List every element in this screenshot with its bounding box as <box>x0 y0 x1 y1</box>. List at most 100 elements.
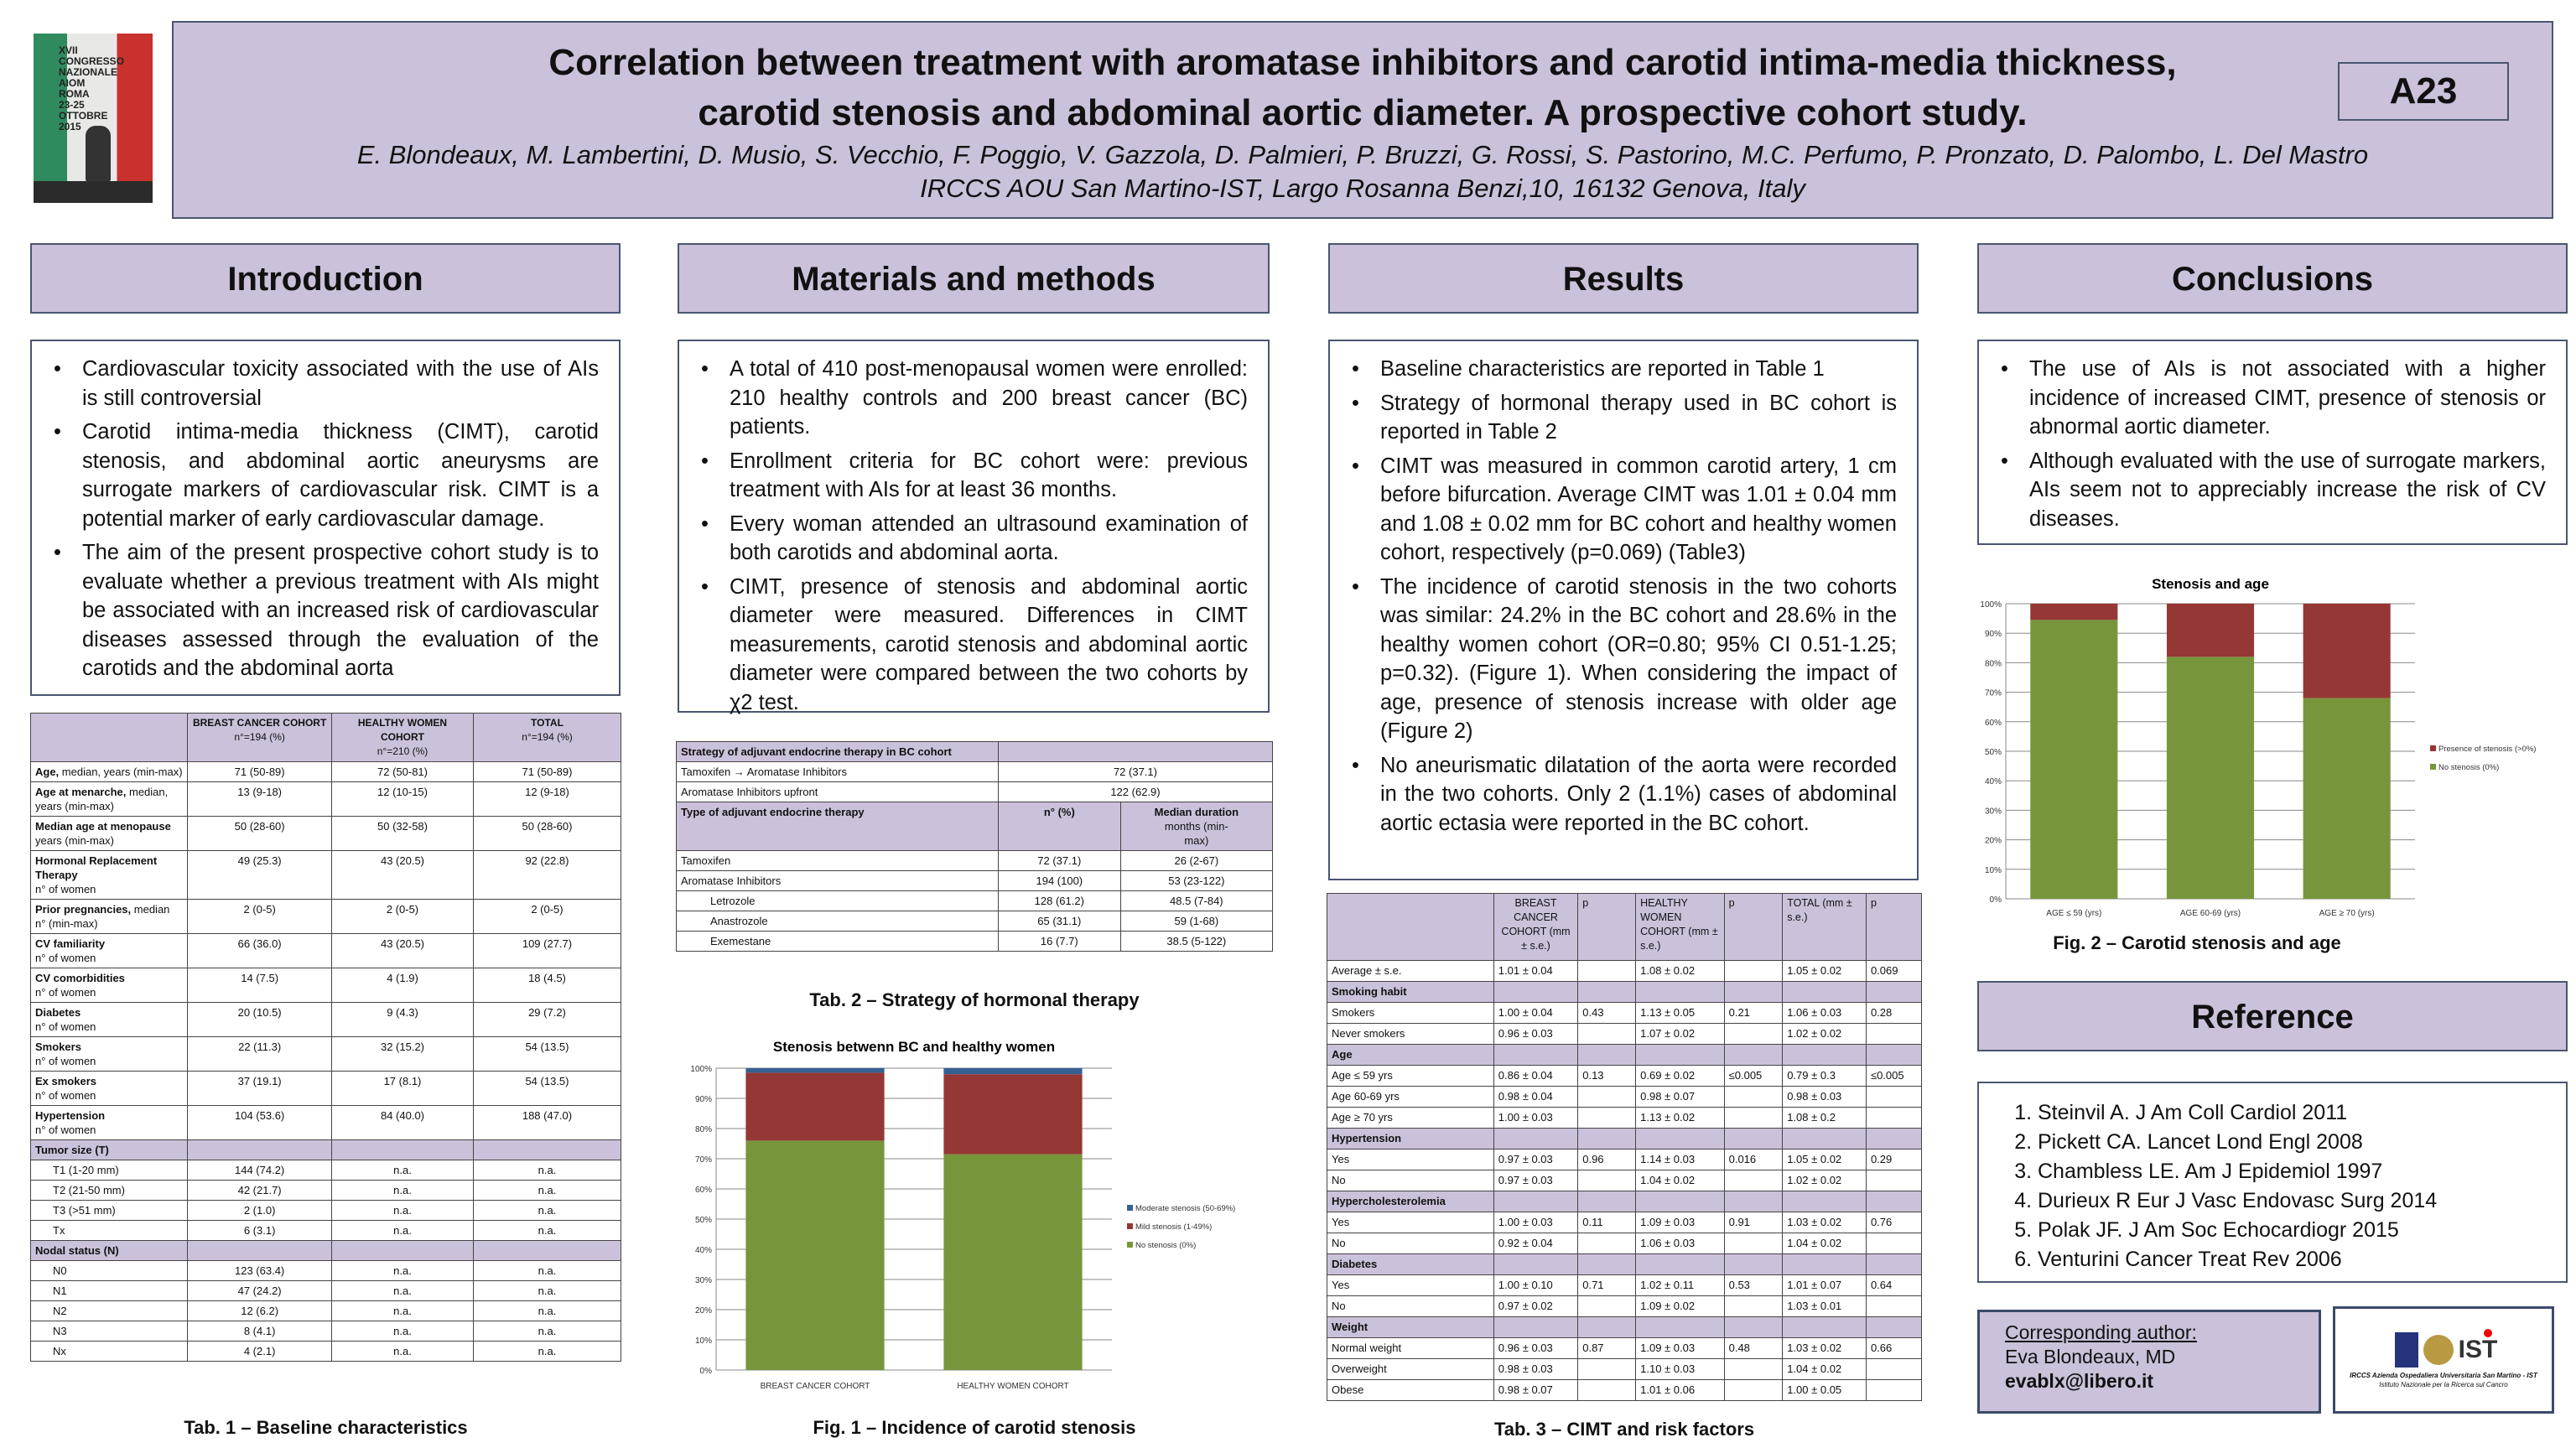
cell-value: 42 (21.7) <box>187 1180 333 1201</box>
table-row: CV familiarity n° of women 66 (36.0) 43 (20… <box>29 933 622 968</box>
congress-logo: XVII CONGRESSO NAZIONALE AIOM ROMA 23-25… <box>34 34 153 203</box>
institution-logo: IST <box>2335 1329 2552 1371</box>
cell-value <box>1865 1170 1923 1191</box>
cell-value <box>1577 1233 1637 1254</box>
cell-value: 1.09 ± 0.03 <box>1635 1337 1725 1359</box>
cell-value: n.a. <box>331 1200 474 1221</box>
empty-cell <box>1493 1044 1579 1066</box>
cell-value: 1.00 ± 0.05 <box>1782 1379 1867 1401</box>
empty-cell <box>1635 1253 1725 1275</box>
cell-value: n.a. <box>331 1220 474 1241</box>
cell-value: 37 (19.1) <box>187 1071 333 1106</box>
y-tick-label: 20% <box>1985 837 2002 846</box>
cell-value: 1.02 ± 0.02 <box>1782 1170 1867 1191</box>
type-header: Type of adjuvant endocrine therapy <box>676 802 999 851</box>
y-tick-label: 80% <box>695 1125 712 1134</box>
author-name: Eva Blondeaux, MD <box>2005 1346 2176 1368</box>
y-tick-label: 50% <box>1985 748 2002 757</box>
table-row: T2 (21-50 mm) 42 (21.7) n.a. n.a. <box>29 1180 622 1201</box>
row-label-text: N1 <box>53 1285 67 1297</box>
bar-segment <box>745 1140 885 1370</box>
row-label-bold: Hormonal Replacement Therapy <box>35 854 158 881</box>
row-label-text: Tx <box>53 1224 65 1237</box>
empty-cell <box>1782 1044 1867 1066</box>
cell-value: 12 (9-18) <box>472 781 622 817</box>
table-row: Tamoxifen → Aromatase Inhibitors 72 (37.1… <box>676 761 1274 782</box>
table-row: Yes 1.00 ± 0.03 0.11 1.09 ± 0.03 0.91 1.03 ± … <box>1327 1212 1923 1233</box>
cell-value: 16 (7.7) <box>997 931 1121 952</box>
section-row: Nodal status (N) <box>29 1240 622 1261</box>
cell-value: n.a. <box>331 1321 474 1342</box>
empty-cell <box>1782 1316 1867 1338</box>
cell-value: 122 (62.9) <box>997 781 1274 802</box>
author-email[interactable]: evablx@libero.it <box>2005 1370 2154 1392</box>
cell-value: 71 (50-89) <box>187 761 333 782</box>
section-row: Tumor size (T) <box>29 1139 622 1160</box>
empty-cell <box>1493 1316 1579 1338</box>
row-label: Tx <box>29 1220 189 1241</box>
chart-title: Stenosis and age <box>2152 576 2269 592</box>
table-row: Tamoxifen 72 (37.1) 26 (2-67) <box>676 850 1274 871</box>
bar-segment <box>2030 604 2118 620</box>
empty-cell <box>1635 981 1725 1003</box>
cell-value <box>1577 960 1637 982</box>
row-label: Diabetes n° of women <box>29 1002 189 1037</box>
cell-value: 47 (24.2) <box>187 1280 333 1301</box>
row-label-bold: Diabetes <box>35 1006 81 1019</box>
cell-value <box>1577 1086 1637 1108</box>
cell-value <box>1865 1295 1923 1317</box>
empty-cell <box>1723 1044 1784 1066</box>
table-row: N3 8 (4.1) n.a. n.a. <box>29 1321 622 1342</box>
bullet-item: The incidence of carotid stenosis in the… <box>1347 573 1897 746</box>
reference-item: Polak JF. J Am Soc Echocardiogr 2015 <box>2038 1216 2566 1245</box>
bar-segment <box>2303 604 2391 698</box>
cell-value <box>1723 1086 1784 1108</box>
empty-cell <box>1493 1253 1579 1275</box>
cell-value: 38.5 (5-122) <box>1119 931 1274 952</box>
cell-value: n.a. <box>472 1160 622 1181</box>
y-tick-label: 10% <box>1985 866 2002 875</box>
cell-value: 1.03 ± 0.02 <box>1782 1337 1867 1359</box>
cell-value: 48.5 (7-84) <box>1119 890 1274 911</box>
legend-label: No stenosis (0%) <box>2438 763 2499 772</box>
y-tick-label: 40% <box>1985 777 2002 786</box>
cell-value: n.a. <box>331 1180 474 1201</box>
cell-value: 1.09 ± 0.02 <box>1635 1295 1725 1317</box>
bar-segment <box>2166 604 2255 657</box>
cell-value: 14 (7.5) <box>187 968 333 1003</box>
row-label: Yes <box>1327 1149 1494 1170</box>
cell-value: 29 (7.2) <box>472 1002 622 1037</box>
cell-value <box>1723 1107 1784 1129</box>
table-row: Never smokers 0.96 ± 0.03 1.07 ± 0.02 1.02 … <box>1327 1023 1923 1045</box>
legend-swatch <box>1127 1205 1133 1211</box>
methods-heading: Materials and methods <box>678 243 1270 314</box>
bullet-item: Cardiovascular toxicity associated with … <box>49 355 599 413</box>
empty-cell <box>1635 1316 1725 1338</box>
affiliation: IRCCS AOU San Martino-IST, Largo Rosanna… <box>920 174 1805 203</box>
table3-caption: Tab. 3 – CIMT and risk factors <box>1493 1419 1755 1440</box>
cell-value: 50 (28-60) <box>472 816 622 851</box>
cell-value: 1.07 ± 0.02 <box>1635 1023 1725 1045</box>
strategy-header-row: Strategy of adjuvant endocrine therapy i… <box>676 741 1274 762</box>
bullet-item: A total of 410 post-menopausal women wer… <box>696 355 1248 442</box>
row-label: Age ≤ 59 yrs <box>1327 1065 1494 1087</box>
table-row: Nx 4 (2.1) n.a. n.a. <box>29 1341 622 1362</box>
row-label-detail: median, years (min-max) <box>35 786 169 812</box>
cell-value: 0.87 <box>1577 1337 1637 1359</box>
y-tick-label: 30% <box>695 1276 712 1285</box>
empty-cell <box>1723 1316 1784 1338</box>
empty-cell <box>472 1240 622 1261</box>
y-tick-label: 100% <box>690 1065 712 1074</box>
row-label: Never smokers <box>1327 1023 1494 1045</box>
column-header: TOTAL n°=194 (%) <box>472 713 622 762</box>
cell-value: 8 (4.1) <box>187 1321 333 1342</box>
cell-value: n.a. <box>331 1341 474 1362</box>
cell-value: 0.016 <box>1723 1149 1784 1170</box>
cell-value: 4 (2.1) <box>187 1341 333 1362</box>
y-tick-label: 90% <box>695 1095 712 1104</box>
conclusions-text: The use of AIs is not associated with a … <box>1977 340 2568 545</box>
empty-cell <box>1865 1316 1923 1338</box>
cell-value: n.a. <box>472 1220 622 1241</box>
cell-value: n.a. <box>472 1341 622 1362</box>
cell-value: 1.10 ± 0.03 <box>1635 1358 1725 1380</box>
